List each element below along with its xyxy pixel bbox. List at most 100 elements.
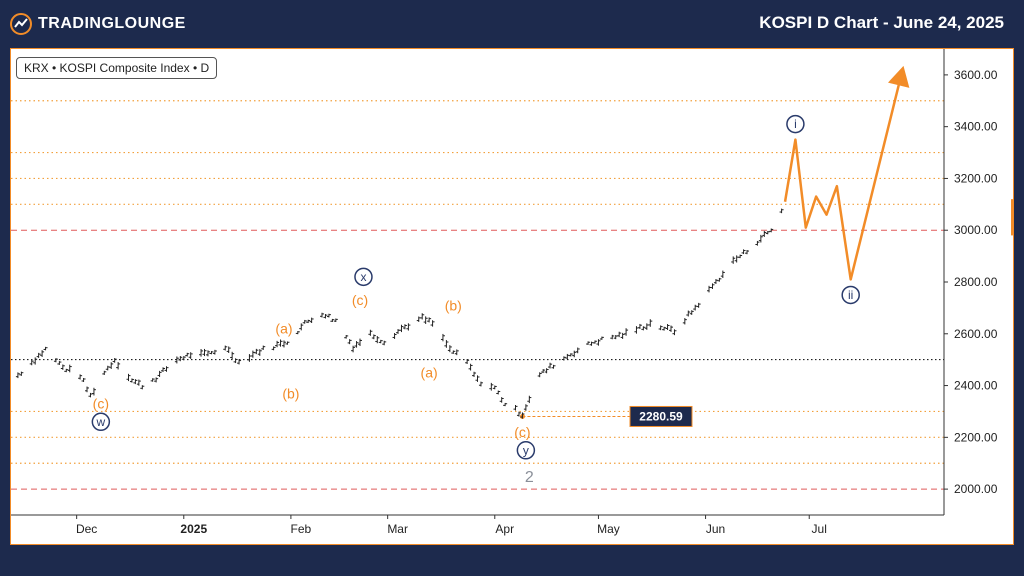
symbol-legend: KRX • KOSPI Composite Index • D <box>16 57 218 79</box>
price-bar <box>686 310 691 317</box>
price-bar <box>596 339 601 346</box>
price-bar <box>548 362 553 369</box>
price-bar <box>465 359 470 365</box>
price-bar <box>717 277 722 282</box>
price-bar <box>257 349 262 356</box>
price-bar <box>551 364 556 369</box>
wave-label-i: i <box>786 114 805 134</box>
price-bar <box>212 349 217 355</box>
price-bar <box>19 371 24 376</box>
price-bar <box>537 372 542 378</box>
wave-label-w: w <box>91 412 111 432</box>
price-bar <box>613 334 618 340</box>
price-bar <box>544 368 549 374</box>
wave-label-text: y <box>523 443 529 457</box>
price-bar <box>565 353 570 360</box>
price-bar <box>755 240 760 246</box>
price-bar <box>157 370 162 377</box>
x-tick-label: 2025 <box>180 522 207 536</box>
price-bar <box>541 369 546 374</box>
wave-label-ring <box>516 441 536 460</box>
wave-label-text: x <box>360 270 366 284</box>
projection-arrowhead <box>888 65 910 88</box>
price-bar <box>447 345 452 353</box>
x-tick-label: Mar <box>387 522 408 536</box>
price-bar <box>161 367 166 372</box>
price-bar <box>489 382 494 391</box>
price-bar <box>734 255 739 263</box>
price-bar <box>102 370 107 375</box>
level-lines: 2280.59 <box>11 100 944 490</box>
price-bar <box>620 332 625 339</box>
price-bar <box>275 340 280 348</box>
y-tick-label: 2400.00 <box>954 379 998 393</box>
price-bar <box>302 319 307 324</box>
header-bar: TRADINGLOUNGE KOSPI D Chart - June 24, 2… <box>0 0 1024 48</box>
price-bar <box>285 341 290 345</box>
price-bar <box>174 356 179 364</box>
wave-label-ii: ii <box>841 285 860 305</box>
price-bar <box>295 331 300 335</box>
price-bar <box>136 379 141 386</box>
price-bar <box>185 352 190 357</box>
price-bar <box>520 412 525 419</box>
price-bar <box>358 338 363 347</box>
x-tick-label: Apr <box>495 522 514 536</box>
price-bar <box>406 323 411 331</box>
price-bar <box>779 208 784 214</box>
price-bar <box>468 363 473 371</box>
wave-label-(a): (a) <box>275 321 292 337</box>
price-bar <box>306 319 311 324</box>
price-bar <box>513 404 518 411</box>
price-bar <box>665 324 670 331</box>
price-bar <box>233 358 238 364</box>
price-bar <box>354 341 359 348</box>
price-bar <box>592 340 597 344</box>
price-bars <box>15 208 784 419</box>
x-tick-label: Dec <box>76 522 97 536</box>
price-bar <box>320 312 324 318</box>
price-bar <box>78 374 83 380</box>
price-bar <box>230 351 235 360</box>
price-bar <box>351 345 356 353</box>
price-bar <box>527 395 532 404</box>
y-tick-label: 3200.00 <box>954 171 998 185</box>
price-bar <box>644 323 649 330</box>
price-bar <box>586 341 591 345</box>
price-bar <box>85 386 90 393</box>
price-bar <box>33 357 38 365</box>
price-bar <box>91 387 96 396</box>
price-bar <box>641 326 646 331</box>
price-bar <box>516 411 521 417</box>
y-tick-label: 3400.00 <box>954 120 998 134</box>
x-tick-label: Jun <box>706 522 725 536</box>
price-bar <box>188 352 193 359</box>
price-bar <box>669 325 674 332</box>
wave-label-(c): (c) <box>514 424 530 440</box>
price-bar <box>738 254 743 259</box>
wave-label-text: i <box>794 117 797 131</box>
price-bar <box>720 270 725 278</box>
price-bar <box>765 230 770 235</box>
price-bar <box>67 364 72 373</box>
price-bar <box>140 385 145 390</box>
x-tick-label: Jul <box>812 522 827 536</box>
price-bar <box>15 372 20 379</box>
x-tick-label: May <box>597 522 620 536</box>
price-bar <box>427 317 432 323</box>
price-bar <box>81 377 86 382</box>
price-bar <box>60 364 65 370</box>
price-bar <box>333 318 338 323</box>
wave-label-text: ii <box>848 288 853 302</box>
price-bar <box>454 349 459 356</box>
price-bar <box>617 331 622 338</box>
price-bar <box>634 326 639 334</box>
price-bar <box>271 346 276 351</box>
price-bar <box>209 351 214 355</box>
price-bar <box>36 352 41 358</box>
price-bar <box>707 285 712 293</box>
price-bar <box>624 328 629 336</box>
price-bar <box>496 390 501 395</box>
price-bar <box>396 329 401 334</box>
price-bar <box>731 256 736 264</box>
